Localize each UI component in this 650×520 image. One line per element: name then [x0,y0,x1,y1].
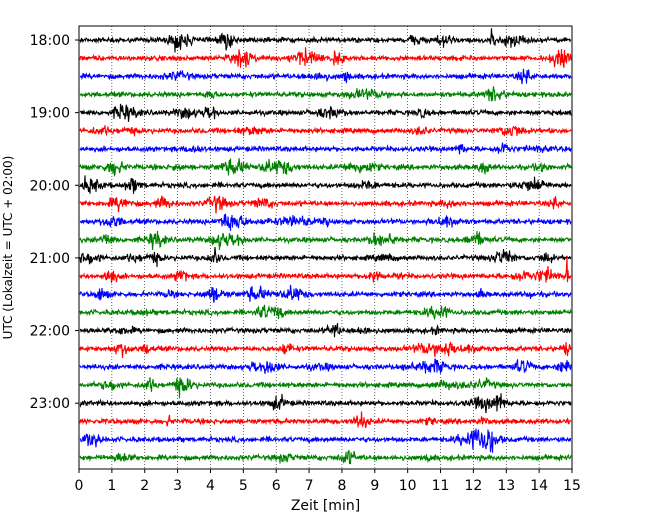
y-tick-label: 21:00 [30,251,70,267]
trace-2345 [79,449,572,465]
trace-2045 [79,230,572,250]
x-tick-label: 4 [206,478,215,494]
trace-2030 [79,213,572,231]
y-tick-label: 18:00 [30,33,70,49]
traces [79,28,572,465]
plot-frame [78,25,573,470]
y-tick-label: 19:00 [30,106,70,122]
x-tick-label: 2 [140,478,149,494]
x-tick-label: 10 [399,478,417,494]
x-tick-label: 11 [432,478,450,494]
y-tick-label: 22:00 [30,324,70,340]
x-axis: 0 1 2 3 4 5 6 7 8 9 10 11 12 13 14 15 [75,469,581,494]
trace-1815 [79,47,572,68]
x-tick-label: 5 [239,478,248,494]
trace-2200 [79,323,572,338]
x-tick-label: 1 [107,478,116,494]
trace-2000 [79,175,572,194]
y-axis: 18:00 19:00 20:00 21:00 22:00 23:00 [30,33,79,412]
grid-lines [111,26,540,469]
y-tick-label: 20:00 [30,178,70,194]
trace-2015 [79,195,572,214]
trace-2230 [79,358,572,374]
trace-1930 [79,142,572,155]
trace-2330 [79,428,572,453]
trace-2100 [79,246,572,267]
trace-2130 [79,284,572,303]
trace-2245 [79,377,572,399]
x-tick-label: 3 [173,478,182,494]
x-tick-label: 13 [497,478,515,494]
x-tick-label: 15 [563,478,581,494]
trace-2115 [79,255,572,284]
trace-1915 [79,125,572,137]
y-tick-label: 23:00 [30,396,70,412]
trace-2145 [79,304,572,321]
trace-1900 [79,103,572,122]
x-tick-label: 6 [272,478,281,494]
x-tick-label: 14 [530,478,548,494]
x-tick-label: 0 [75,478,84,494]
trace-2315 [79,411,572,429]
trace-1945 [79,158,572,178]
trace-1830 [79,68,572,85]
x-tick-label: 8 [337,478,346,494]
x-tick-label: 9 [370,478,379,494]
trace-1845 [79,86,572,102]
trace-2300 [79,393,572,414]
x-axis-title: Zeit [min] [291,498,360,514]
x-tick-label: 7 [305,478,314,494]
trace-2215 [79,341,572,358]
x-tick-label: 12 [464,478,482,494]
y-axis-title: UTC (Lokalzeit = UTC + 02:00) [1,156,15,340]
trace-1800 [79,28,572,53]
